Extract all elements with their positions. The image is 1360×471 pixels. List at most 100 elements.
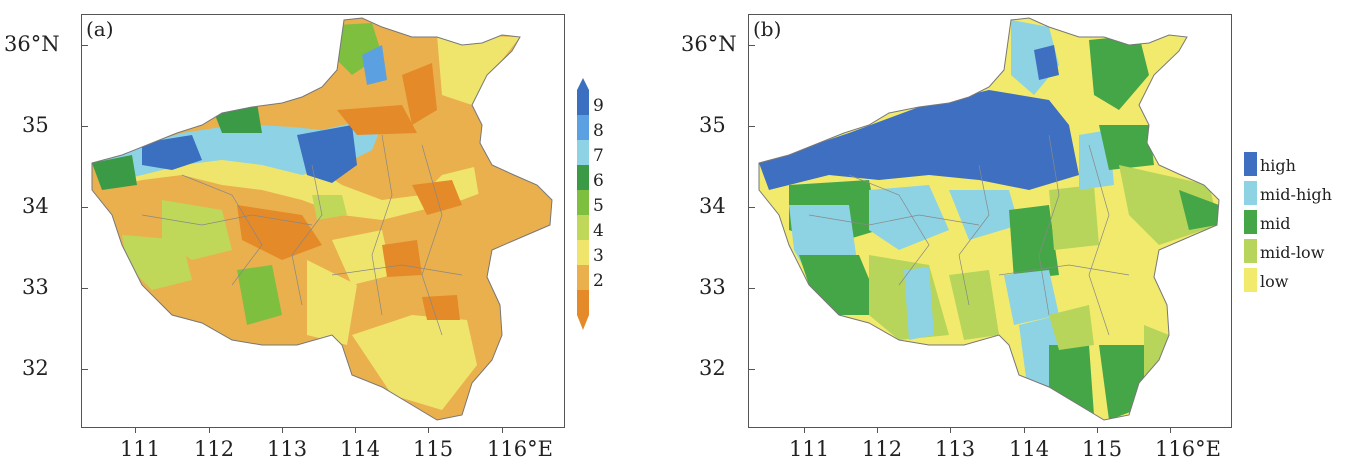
province-outline bbox=[91, 17, 553, 421]
region-fill bbox=[92, 18, 552, 420]
lat-label-35: 35 bbox=[22, 113, 49, 137]
region-fill bbox=[352, 315, 477, 410]
region-fill bbox=[904, 267, 934, 340]
x-tick bbox=[209, 427, 210, 433]
region-fill bbox=[1049, 345, 1094, 415]
colorbar-segment bbox=[577, 215, 589, 240]
x-tick bbox=[1170, 427, 1171, 433]
x-tick bbox=[282, 427, 283, 433]
lon-label-111-b: 111 bbox=[789, 437, 830, 461]
legend-label-mid-low: mid-low bbox=[1260, 243, 1325, 262]
colorbar-segment bbox=[577, 90, 589, 115]
x-tick bbox=[428, 427, 429, 433]
colorbar-segment bbox=[577, 190, 589, 215]
region-fill bbox=[437, 35, 520, 105]
legend-label-mid: mid bbox=[1260, 214, 1291, 233]
region-fill bbox=[362, 45, 387, 85]
lon-label-115-b: 115 bbox=[1082, 437, 1123, 461]
lat-label-35-b: 35 bbox=[699, 113, 726, 137]
lon-label-111: 111 bbox=[120, 437, 161, 461]
region-fill bbox=[382, 240, 422, 277]
colorbar-label: 5 bbox=[593, 196, 604, 216]
region-fill bbox=[92, 155, 137, 190]
lat-label-32: 32 bbox=[22, 356, 49, 380]
x-tick bbox=[950, 427, 951, 433]
x-tick bbox=[1024, 427, 1025, 433]
region-fill bbox=[1049, 185, 1099, 250]
region-fill bbox=[122, 235, 192, 290]
region-fill bbox=[337, 105, 417, 135]
region-fill bbox=[949, 190, 1019, 240]
x-tick bbox=[135, 427, 136, 433]
colorbar-label: 6 bbox=[593, 171, 604, 191]
x-tick bbox=[877, 427, 878, 433]
colorbar-top-arrow bbox=[577, 78, 589, 90]
colorbar-segment bbox=[577, 265, 589, 290]
x-tick bbox=[355, 427, 356, 433]
county-borders bbox=[808, 134, 1130, 336]
legend-swatch-mid-low bbox=[1244, 239, 1257, 263]
legend-swatch-high bbox=[1244, 152, 1257, 176]
map-a-svg bbox=[91, 17, 553, 421]
colorbar-segment bbox=[577, 165, 589, 190]
region-fill bbox=[312, 195, 347, 220]
colorbar-label: 8 bbox=[593, 121, 604, 141]
region-fill bbox=[297, 125, 357, 183]
colorbar-segment bbox=[577, 115, 589, 140]
region-fill bbox=[1004, 270, 1059, 325]
y-tick bbox=[82, 369, 88, 370]
y-tick bbox=[82, 45, 88, 46]
map-b-svg bbox=[758, 17, 1220, 421]
colorbar-label: 3 bbox=[593, 246, 604, 266]
colorbar-segment bbox=[577, 240, 589, 265]
y-tick bbox=[82, 207, 88, 208]
region-fill bbox=[799, 255, 884, 315]
region-fill bbox=[237, 205, 322, 260]
region-fill bbox=[1179, 190, 1219, 230]
lon-label-112-b: 112 bbox=[862, 437, 903, 461]
legend-label-low: low bbox=[1260, 272, 1289, 291]
county-borders bbox=[141, 134, 463, 336]
region-fill bbox=[142, 135, 202, 170]
lon-label-116-b: 116°E bbox=[1155, 437, 1221, 461]
lon-label-114: 114 bbox=[340, 437, 381, 461]
lat-label-33: 33 bbox=[22, 275, 49, 299]
region-fill bbox=[1009, 205, 1059, 280]
lon-label-112: 112 bbox=[194, 437, 235, 461]
region-fill bbox=[1089, 35, 1149, 110]
colorbar-segment bbox=[577, 290, 589, 315]
lon-label-116: 116°E bbox=[487, 437, 553, 461]
colorbar-label: 9 bbox=[593, 96, 604, 116]
x-tick bbox=[1097, 427, 1098, 433]
y-tick bbox=[749, 126, 755, 127]
region-fill bbox=[949, 270, 999, 340]
region-fill bbox=[1034, 45, 1059, 80]
legend-swatch-mid bbox=[1244, 210, 1257, 234]
y-tick bbox=[82, 126, 88, 127]
panel-label-a: (a) bbox=[86, 17, 114, 41]
lat-label-33-b: 33 bbox=[699, 275, 726, 299]
map-panel-b: (b) bbox=[748, 14, 1232, 428]
lat-label-34-b: 34 bbox=[699, 194, 726, 218]
y-tick bbox=[749, 207, 755, 208]
colorbar-label: 4 bbox=[593, 221, 604, 241]
region-fill bbox=[422, 295, 460, 320]
lat-label-36-b: 36°N bbox=[681, 32, 737, 56]
panel-label-b: (b) bbox=[753, 17, 782, 41]
region-fill bbox=[1144, 325, 1169, 385]
region-fill bbox=[332, 230, 392, 285]
legend-label-mid-high: mid-high bbox=[1260, 185, 1332, 204]
x-tick bbox=[804, 427, 805, 433]
lat-label-34: 34 bbox=[22, 194, 49, 218]
region-fill bbox=[237, 265, 282, 325]
province-outline bbox=[758, 17, 1220, 421]
map-panel-a: (a) bbox=[81, 14, 565, 428]
colorbar-label: 7 bbox=[593, 146, 604, 166]
region-fill bbox=[869, 185, 949, 250]
legend-swatch-mid-high bbox=[1244, 181, 1257, 205]
colorbar-label: 2 bbox=[593, 271, 604, 291]
region-fill bbox=[759, 90, 1079, 190]
lon-label-115: 115 bbox=[413, 437, 454, 461]
lat-label-32-b: 32 bbox=[699, 356, 726, 380]
lon-label-114-b: 114 bbox=[1009, 437, 1050, 461]
